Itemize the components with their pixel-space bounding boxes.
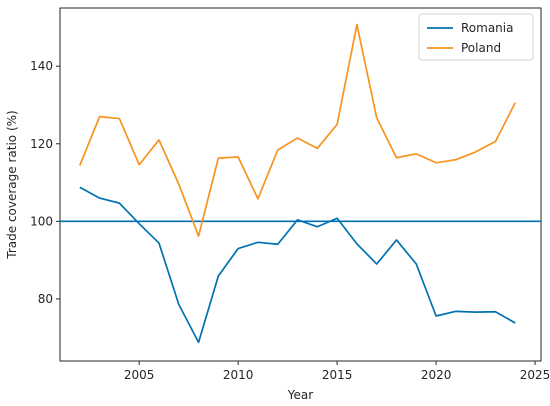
x-tick-label: 2020: [421, 368, 452, 382]
series-line-romania: [79, 186, 516, 344]
x-tick-label: 2015: [322, 368, 353, 382]
x-tick-label: 2025: [520, 368, 550, 382]
x-tick-label: 2005: [124, 368, 155, 382]
x-tick-label: 2010: [223, 368, 254, 382]
series-line-poland: [79, 23, 517, 237]
x-axis-label: Year: [287, 388, 313, 402]
y-tick-label: 120: [30, 137, 53, 151]
y-axis-label: Trade coverage ratio (%): [5, 110, 19, 259]
y-tick-label: 100: [30, 214, 53, 228]
y-tick-label: 80: [38, 292, 53, 306]
legend-label-poland: Poland: [461, 41, 501, 55]
plot-frame: [59, 7, 542, 362]
y-tick-label: 140: [30, 59, 53, 73]
legend-label-romania: Romania: [461, 21, 513, 35]
